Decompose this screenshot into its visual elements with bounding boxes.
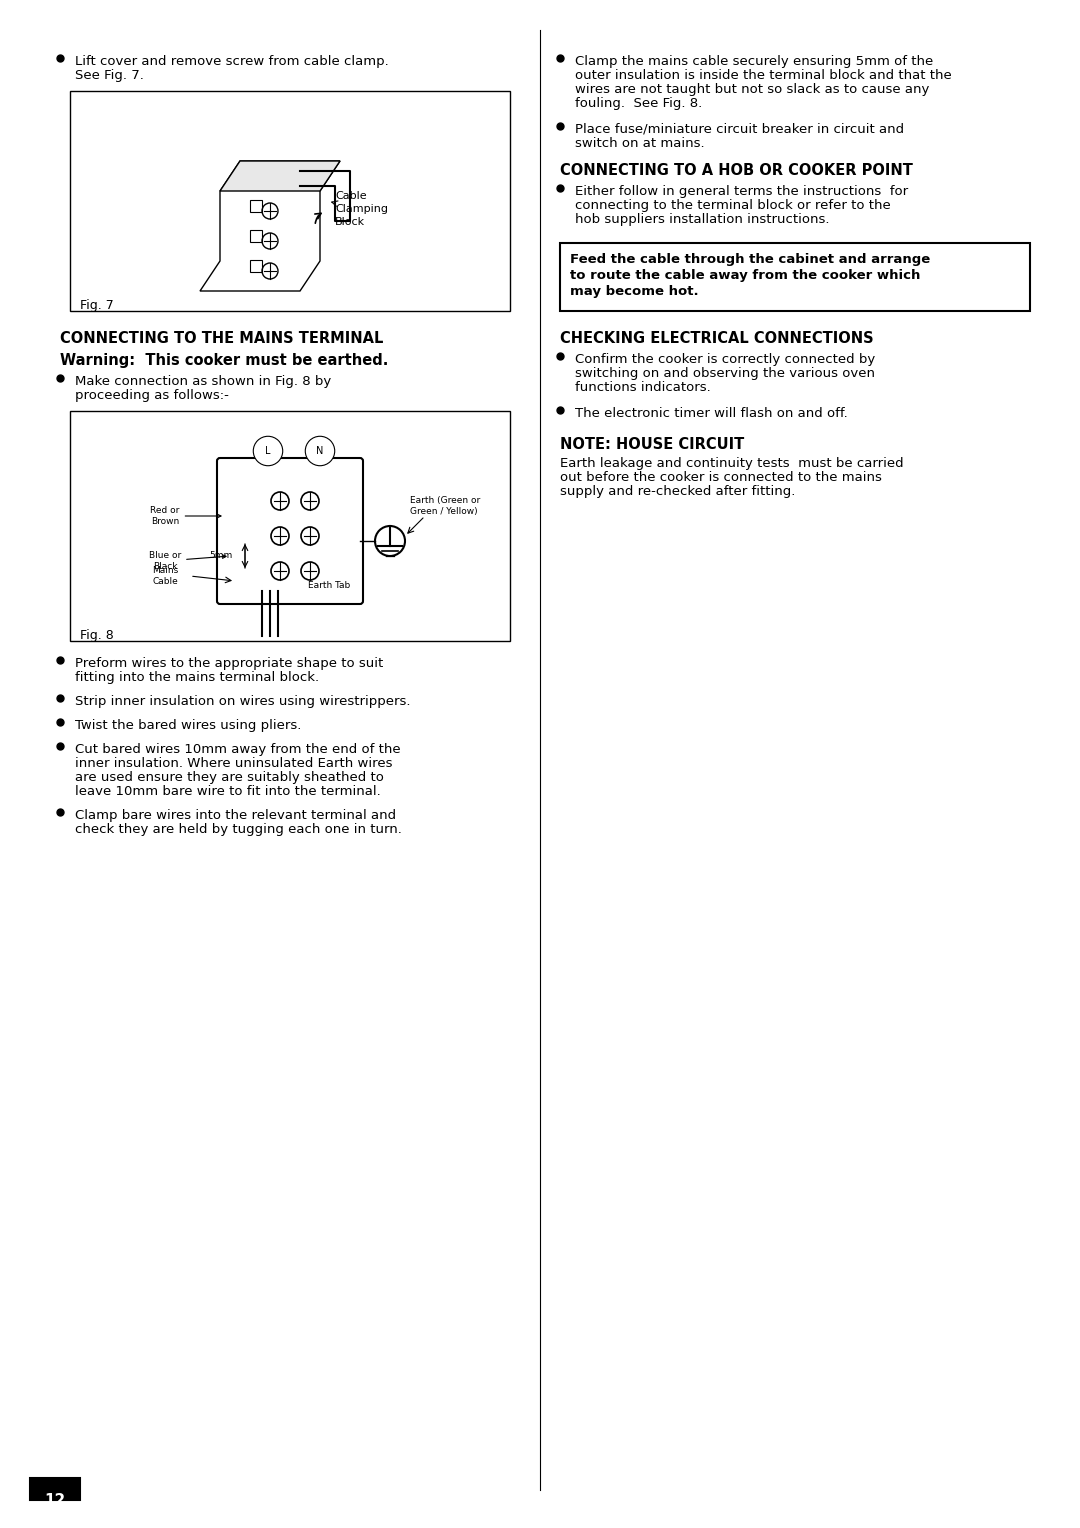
Text: CONNECTING TO THE MAINS TERMINAL: CONNECTING TO THE MAINS TERMINAL	[60, 332, 383, 345]
Text: N: N	[316, 446, 324, 455]
Text: Clamp bare wires into the relevant terminal and: Clamp bare wires into the relevant termi…	[75, 808, 396, 822]
Bar	[249, 200, 262, 212]
Bar	[249, 231, 262, 241]
Polygon shape	[220, 160, 340, 191]
FancyBboxPatch shape	[561, 243, 1030, 312]
Text: hob suppliers installation instructions.: hob suppliers installation instructions.	[575, 212, 829, 226]
Text: outer insulation is inside the terminal block and that the: outer insulation is inside the terminal …	[575, 69, 951, 83]
Text: Feed the cable through the cabinet and arrange: Feed the cable through the cabinet and a…	[570, 254, 930, 266]
Text: Either follow in general terms the instructions  for: Either follow in general terms the instr…	[575, 185, 908, 199]
Text: proceeding as follows:-: proceeding as follows:-	[75, 390, 229, 402]
FancyBboxPatch shape	[70, 92, 510, 312]
Text: CONNECTING TO A HOB OR COOKER POINT: CONNECTING TO A HOB OR COOKER POINT	[561, 163, 913, 177]
Text: Cut bared wires 10mm away from the end of the: Cut bared wires 10mm away from the end o…	[75, 743, 401, 756]
Bar	[249, 260, 262, 272]
Text: Place fuse/miniature circuit breaker in circuit and: Place fuse/miniature circuit breaker in …	[575, 122, 904, 136]
Text: functions indicators.: functions indicators.	[575, 380, 711, 394]
Text: 5mm: 5mm	[210, 552, 233, 561]
Text: Clamp the mains cable securely ensuring 5mm of the: Clamp the mains cable securely ensuring …	[575, 55, 933, 69]
Text: Fig. 8: Fig. 8	[80, 630, 113, 642]
Text: Red or
Brown: Red or Brown	[150, 506, 221, 526]
Text: Confirm the cooker is correctly connected by: Confirm the cooker is correctly connecte…	[575, 353, 875, 367]
FancyBboxPatch shape	[217, 458, 363, 604]
Text: Strip inner insulation on wires using wirestrippers.: Strip inner insulation on wires using wi…	[75, 695, 410, 707]
Text: Earth Tab: Earth Tab	[308, 582, 350, 590]
Text: 12: 12	[44, 1493, 66, 1508]
Text: The electronic timer will flash on and off.: The electronic timer will flash on and o…	[575, 406, 848, 420]
Text: leave 10mm bare wire to fit into the terminal.: leave 10mm bare wire to fit into the ter…	[75, 785, 381, 798]
Text: Warning:  This cooker must be earthed.: Warning: This cooker must be earthed.	[60, 353, 389, 368]
Text: wires are not taught but not so slack as to cause any: wires are not taught but not so slack as…	[575, 83, 930, 96]
Text: Fig. 7: Fig. 7	[80, 299, 113, 312]
Text: are used ensure they are suitably sheathed to: are used ensure they are suitably sheath…	[75, 772, 383, 784]
Text: to route the cable away from the cooker which: to route the cable away from the cooker …	[570, 269, 920, 283]
Text: Cable: Cable	[335, 191, 366, 202]
Text: switch on at mains.: switch on at mains.	[575, 138, 704, 150]
Text: Mains
Cable: Mains Cable	[152, 567, 178, 585]
Text: connecting to the terminal block or refer to the: connecting to the terminal block or refe…	[575, 199, 891, 212]
Text: fitting into the mains terminal block.: fitting into the mains terminal block.	[75, 671, 319, 685]
Text: check they are held by tugging each one in turn.: check they are held by tugging each one …	[75, 824, 402, 836]
Text: may become hot.: may become hot.	[570, 286, 699, 298]
Text: NOTE: HOUSE CIRCUIT: NOTE: HOUSE CIRCUIT	[561, 437, 744, 452]
Text: Preform wires to the appropriate shape to suit: Preform wires to the appropriate shape t…	[75, 657, 383, 669]
Text: inner insulation. Where uninsulated Earth wires: inner insulation. Where uninsulated Eart…	[75, 756, 392, 770]
Text: Twist the bared wires using pliers.: Twist the bared wires using pliers.	[75, 720, 301, 732]
Text: Lift cover and remove screw from cable clamp.: Lift cover and remove screw from cable c…	[75, 55, 389, 69]
Text: Block: Block	[335, 217, 365, 228]
FancyBboxPatch shape	[30, 1478, 80, 1500]
Polygon shape	[200, 160, 340, 290]
Text: out before the cooker is connected to the mains: out before the cooker is connected to th…	[561, 471, 882, 484]
FancyBboxPatch shape	[70, 411, 510, 642]
Text: CHECKING ELECTRICAL CONNECTIONS: CHECKING ELECTRICAL CONNECTIONS	[561, 332, 874, 345]
Text: L: L	[266, 446, 271, 455]
Text: Earth (Green or
Green / Yellow): Earth (Green or Green / Yellow)	[410, 497, 481, 516]
Text: Earth leakage and continuity tests  must be carried: Earth leakage and continuity tests must …	[561, 457, 904, 471]
Text: fouling.  See Fig. 8.: fouling. See Fig. 8.	[575, 96, 702, 110]
Text: switching on and observing the various oven: switching on and observing the various o…	[575, 367, 875, 380]
Text: Clamping: Clamping	[335, 205, 388, 214]
Text: Blue or
Black: Blue or Black	[149, 552, 226, 570]
Text: Make connection as shown in Fig. 8 by: Make connection as shown in Fig. 8 by	[75, 374, 332, 388]
Text: See Fig. 7.: See Fig. 7.	[75, 69, 144, 83]
Text: supply and re-checked after fitting.: supply and re-checked after fitting.	[561, 484, 795, 498]
